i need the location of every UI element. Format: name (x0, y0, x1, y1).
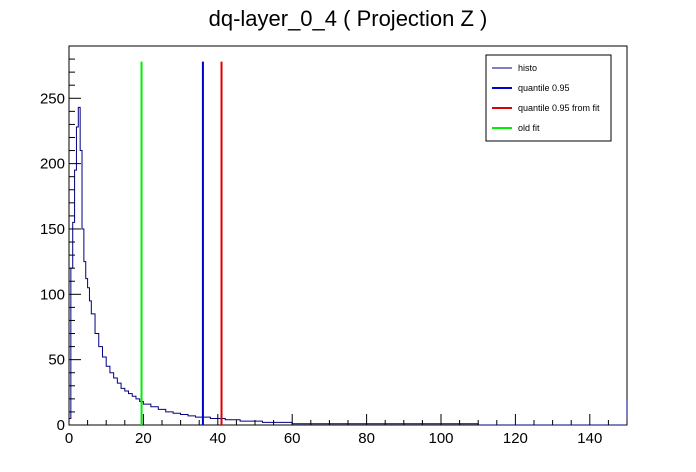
y-tick-label: 150 (40, 221, 65, 238)
x-tick-label: 0 (65, 430, 73, 447)
chart-axes: 0 20 40 60 80 100 120 140 0 50 100 150 200 250 (40, 45, 628, 447)
legend: histo quantile 0.95 quantile 0.95 from fit… (485, 54, 612, 142)
x-tick-label: 20 (135, 430, 152, 447)
y-tick-label: 100 (40, 286, 65, 303)
y-tick-label: 50 (48, 352, 65, 369)
legend-label-old-fit: old fit (518, 123, 540, 133)
x-tick-label: 100 (428, 430, 453, 447)
x-tick-label: 140 (577, 430, 602, 447)
x-tick-label: 80 (358, 430, 375, 447)
x-tick-label: 60 (284, 430, 301, 447)
y-tick-label: 250 (40, 90, 65, 107)
legend-label-histo: histo (518, 63, 537, 73)
legend-box (485, 54, 612, 142)
y-tick-label: 200 (40, 156, 65, 173)
legend-label-quantile-0-95: quantile 0.95 (518, 83, 570, 93)
x-tick-label: 40 (209, 430, 226, 447)
y-tick-label: 0 (57, 417, 65, 434)
chart-title: dq-layer_0_4 ( Projection Z ) (209, 6, 488, 31)
x-tick-label: 120 (503, 430, 528, 447)
legend-label-quantile-0-95-from-fit: quantile 0.95 from fit (518, 103, 600, 113)
